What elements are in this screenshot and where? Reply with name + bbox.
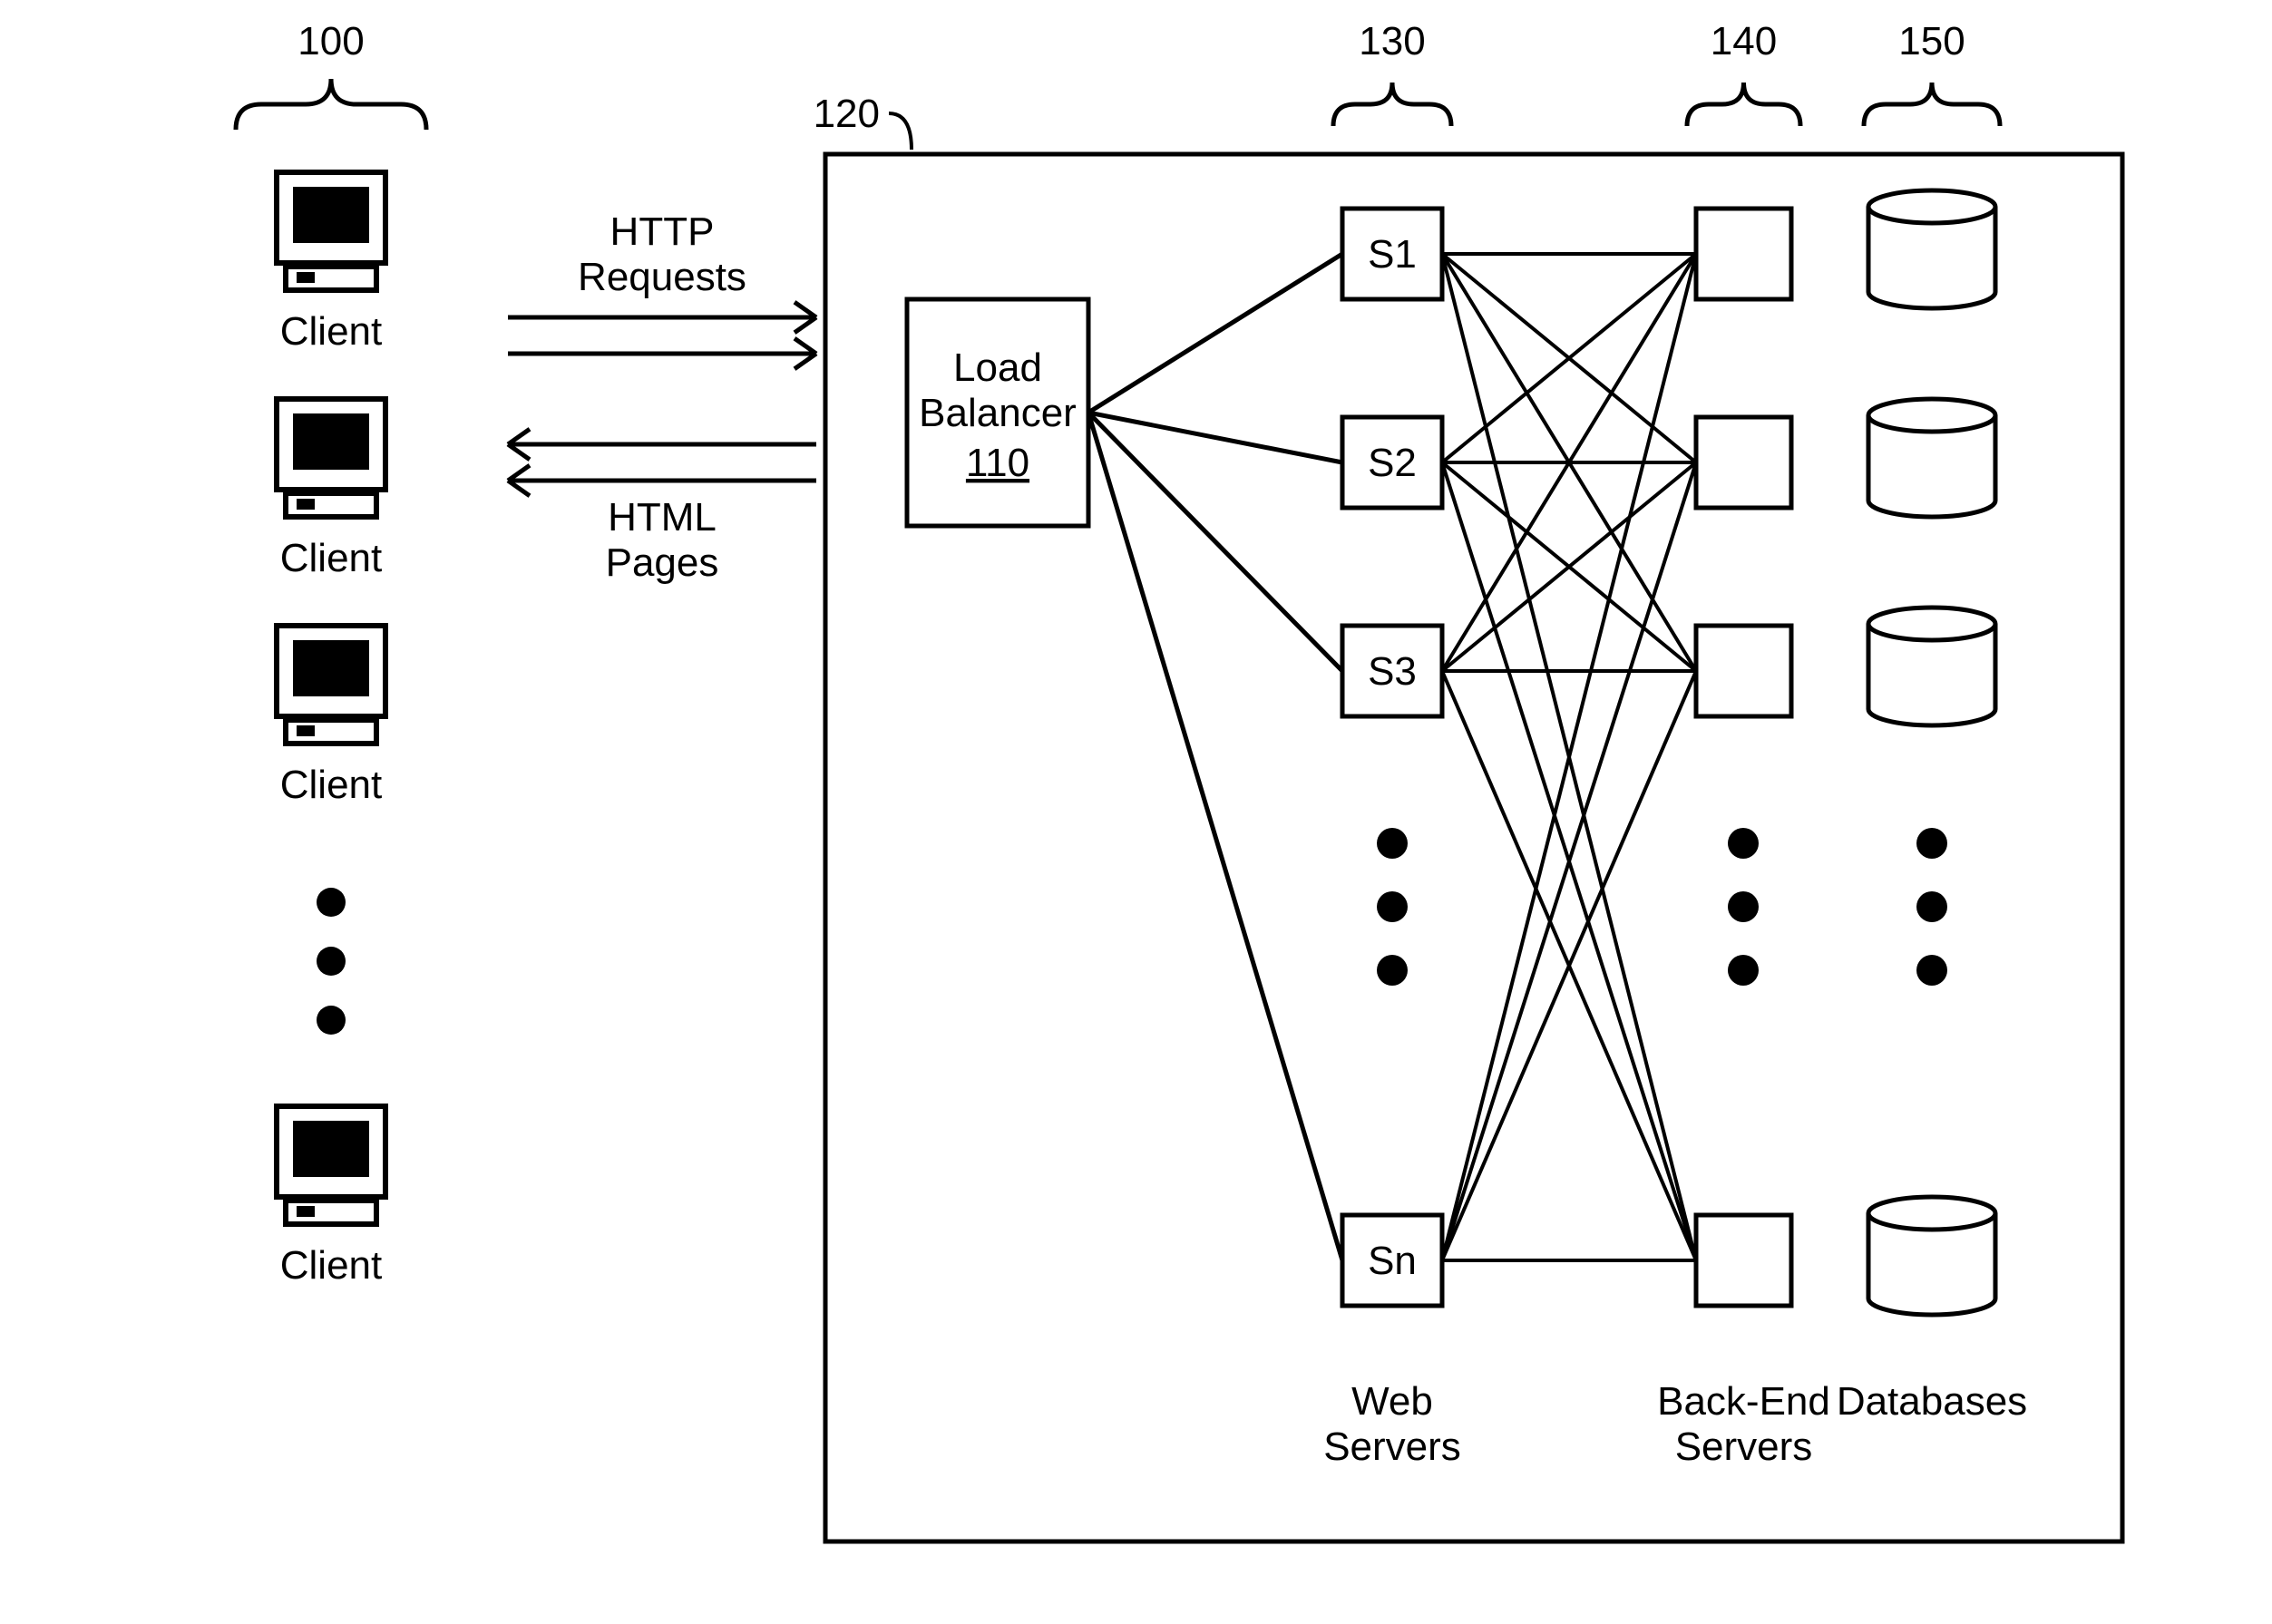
- client-computer-icon: [277, 172, 385, 290]
- backend-server-box: [1696, 626, 1791, 716]
- web-col-label1: Web: [1351, 1379, 1433, 1424]
- backend-server-box: [1696, 417, 1791, 508]
- ellipsis-dot: [317, 888, 346, 917]
- database-cylinder: [1868, 608, 1995, 725]
- database-cylinder: [1868, 399, 1995, 517]
- client-computer-icon: [277, 399, 385, 517]
- ref-150: 150: [1898, 19, 1965, 63]
- backend-server-box: [1696, 209, 1791, 299]
- ref-120: 120: [814, 92, 880, 136]
- client-computer-icon: [277, 626, 385, 744]
- web-servers-brace: [1333, 83, 1451, 126]
- db-brace: [1864, 83, 2000, 126]
- web-server-label: S3: [1368, 649, 1417, 694]
- ref-130: 130: [1359, 19, 1425, 63]
- lb-subtitle: Balancer: [919, 391, 1077, 435]
- clients-brace: [236, 79, 426, 130]
- be-col-label2: Servers: [1675, 1425, 1813, 1469]
- ellipsis-dot: [1377, 955, 1408, 986]
- ellipsis-dot: [1728, 828, 1759, 859]
- client-label: Client: [280, 1243, 383, 1288]
- lb-title: Load: [953, 345, 1042, 390]
- web-server-label: S2: [1368, 441, 1417, 485]
- ellipsis-dot: [1728, 955, 1759, 986]
- client-label: Client: [280, 763, 383, 807]
- web-col-label2: Servers: [1323, 1425, 1461, 1469]
- web-server-label: Sn: [1368, 1239, 1417, 1283]
- backend-brace: [1687, 83, 1800, 126]
- ellipsis-dot: [317, 1006, 346, 1035]
- client-label: Client: [280, 536, 383, 580]
- ellipsis-dot: [1377, 891, 1408, 922]
- html-label: HTML: [608, 495, 717, 540]
- requests-label: Requests: [578, 255, 746, 299]
- ref-100: 100: [297, 19, 364, 63]
- ellipsis-dot: [1916, 955, 1947, 986]
- database-cylinder: [1868, 190, 1995, 308]
- client-computer-icon: [277, 1106, 385, 1224]
- ellipsis-dot: [317, 947, 346, 976]
- lb-ref: 110: [966, 441, 1029, 485]
- client-label: Client: [280, 309, 383, 354]
- database-cylinder: [1868, 1197, 1995, 1315]
- http-label: HTTP: [610, 209, 715, 254]
- ellipsis-dot: [1916, 891, 1947, 922]
- be-col-label1: Back-End: [1657, 1379, 1830, 1424]
- pages-label: Pages: [606, 540, 719, 585]
- backend-server-box: [1696, 1215, 1791, 1306]
- web-server-label: S1: [1368, 232, 1417, 277]
- ref-140: 140: [1711, 19, 1777, 63]
- ellipsis-dot: [1377, 828, 1408, 859]
- ellipsis-dot: [1916, 828, 1947, 859]
- db-col-label: Databases: [1837, 1379, 2027, 1424]
- ellipsis-dot: [1728, 891, 1759, 922]
